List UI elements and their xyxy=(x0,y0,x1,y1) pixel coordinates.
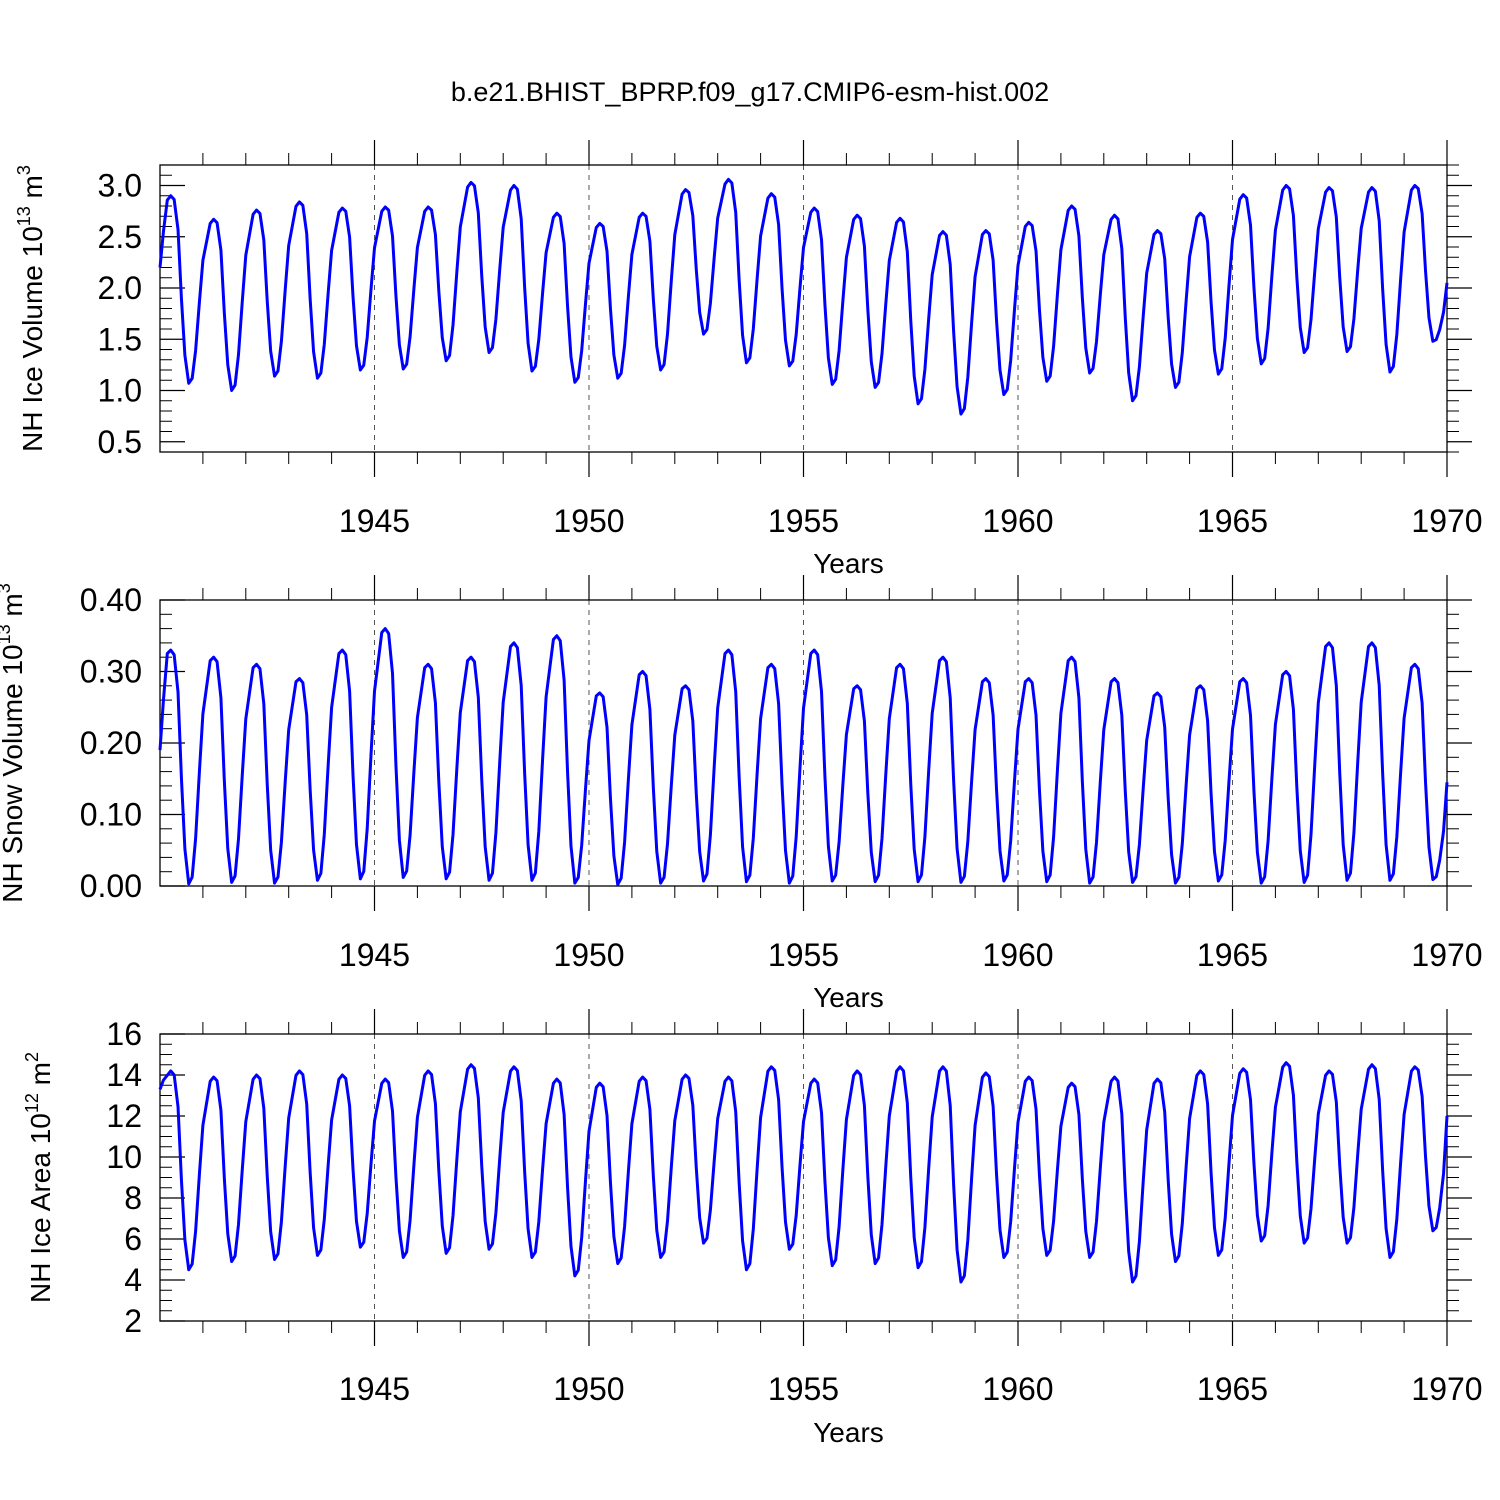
x-tick-label: 1955 xyxy=(768,937,839,973)
y-axis-label-part: NH Ice Area 10 xyxy=(25,1113,56,1303)
y-axis-label-part: NH Snow Volume 10 xyxy=(0,644,28,902)
y-tick-label: 0.5 xyxy=(98,424,142,460)
y-tick-label: 2.5 xyxy=(98,219,142,255)
x-tick-label: 1945 xyxy=(339,937,410,973)
x-tick-label: 1955 xyxy=(768,503,839,539)
y-axis-label-part: m xyxy=(17,175,48,206)
x-axis-label: Years xyxy=(813,982,884,1013)
y-tick-label: 0.00 xyxy=(80,868,142,904)
y-axis-label-part: 13 xyxy=(14,206,34,226)
y-tick-label: 3.0 xyxy=(98,168,142,204)
x-tick-label: 1945 xyxy=(339,503,410,539)
x-tick-label: 1960 xyxy=(982,1371,1053,1407)
series-line xyxy=(158,177,1449,416)
y-tick-label: 14 xyxy=(106,1057,142,1093)
y-tick-label: 0.40 xyxy=(80,582,142,618)
y-tick-label: 1.5 xyxy=(98,321,142,357)
y-tick-label: 2.0 xyxy=(98,270,142,306)
panel-snow-volume: 1945 1950 1955 1960 1965 1970 0.00 0.10 0.20 0.30… xyxy=(0,575,1483,1013)
x-tick-label: 1955 xyxy=(768,1371,839,1407)
series-line xyxy=(158,627,1449,887)
panel-ice-area: 1945 1950 1955 1960 1965 1970 2 4 6 8 10 12 14 16 Year… xyxy=(22,1009,1483,1448)
figure-title: b.e21.BHIST_BPRP.f09_g17.CMIP6-esm-hist.… xyxy=(451,77,1049,107)
y-axis-label-part: m xyxy=(25,1062,56,1093)
y-axis-label-part: m xyxy=(0,593,28,624)
y-tick-label: 4 xyxy=(124,1262,142,1298)
x-tick-label: 1945 xyxy=(339,1371,410,1407)
y-axis-label-part: NH Ice Volume 10 xyxy=(17,226,48,452)
y-tick-label: 0.10 xyxy=(80,797,142,833)
y-axis-label-part: 2 xyxy=(22,1052,42,1062)
y-axis-label: NH Ice Area 1012 m2 xyxy=(22,1052,56,1303)
x-tick-label: 1960 xyxy=(982,503,1053,539)
x-tick-label: 1950 xyxy=(553,503,624,539)
x-tick-label: 1965 xyxy=(1197,937,1268,973)
x-tick-label: 1965 xyxy=(1197,503,1268,539)
y-tick-label: 2 xyxy=(124,1303,142,1339)
x-tick-label: 1970 xyxy=(1411,1371,1482,1407)
y-axis-label-part: 12 xyxy=(22,1093,42,1113)
x-axis-label: Years xyxy=(813,1417,884,1448)
y-axis-label-part: 3 xyxy=(0,583,14,593)
x-tick-label: 1970 xyxy=(1411,937,1482,973)
y-axis-label: NH Snow Volume 1013 m3 xyxy=(0,583,28,903)
y-tick-label: 0.20 xyxy=(80,725,142,761)
x-tick-label: 1950 xyxy=(553,1371,624,1407)
y-tick-label: 12 xyxy=(106,1098,142,1134)
y-axis-label-part: 13 xyxy=(0,624,14,644)
y-tick-label: 0.30 xyxy=(80,654,142,690)
x-tick-label: 1965 xyxy=(1197,1371,1268,1407)
y-tick-label: 8 xyxy=(124,1180,142,1216)
x-tick-label: 1950 xyxy=(553,937,624,973)
x-tick-label: 1960 xyxy=(982,937,1053,973)
x-tick-label: 1970 xyxy=(1411,503,1482,539)
series-line xyxy=(158,1061,1449,1284)
y-tick-label: 1.0 xyxy=(98,373,142,409)
y-axis-label: NH Ice Volume 1013 m3 xyxy=(14,165,48,452)
x-axis-label: Years xyxy=(813,548,884,579)
y-tick-label: 10 xyxy=(106,1139,142,1175)
y-tick-label: 6 xyxy=(124,1221,142,1257)
y-axis-label-part: 3 xyxy=(14,165,34,175)
panel-ice-volume: 1945 1950 1955 1960 1965 1970 0.5 1.0 1.5 2.0 2.5 3… xyxy=(14,140,1483,579)
y-tick-label: 16 xyxy=(106,1016,142,1052)
